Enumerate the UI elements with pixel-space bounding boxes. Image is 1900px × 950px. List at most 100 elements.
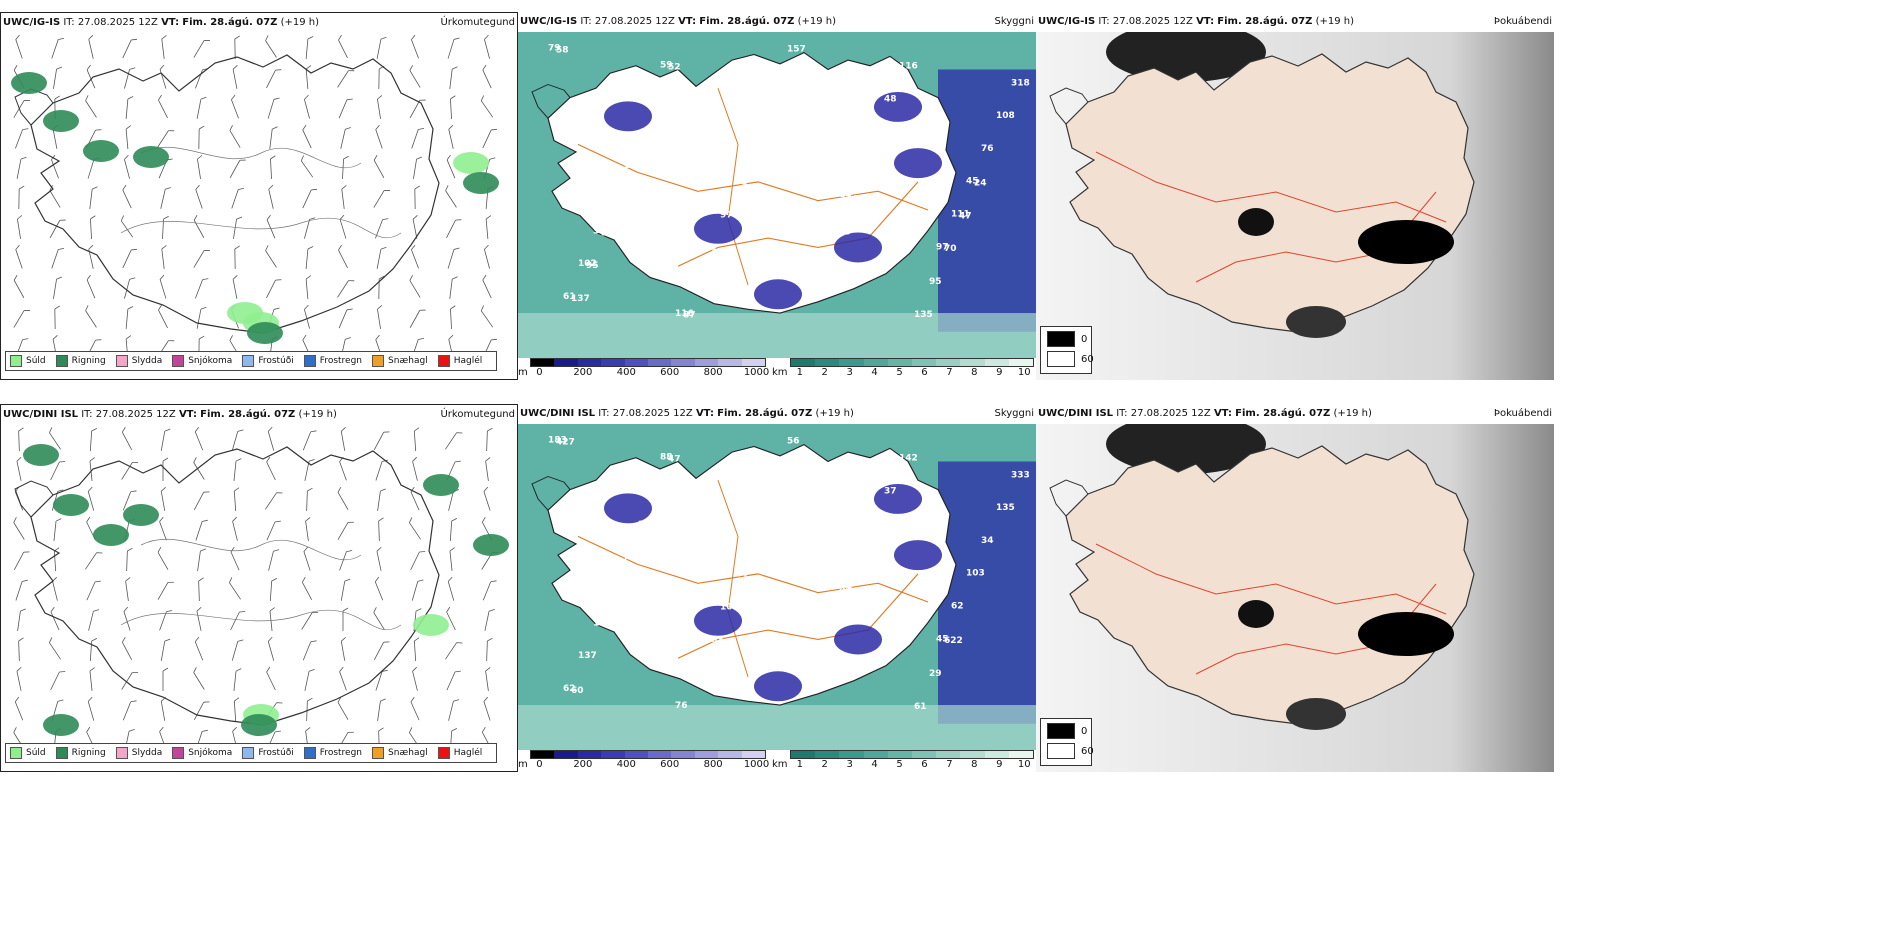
visibility-label: 119 bbox=[847, 195, 866, 205]
precip-area bbox=[227, 302, 263, 324]
road bbox=[577, 143, 929, 211]
wind-barb bbox=[304, 217, 316, 239]
wind-barb bbox=[233, 487, 240, 512]
visibility-label: 113 bbox=[832, 228, 851, 238]
road bbox=[577, 535, 929, 603]
colorbar-strip bbox=[530, 358, 766, 367]
wind-barb bbox=[122, 38, 138, 59]
visibility-label: 64 bbox=[839, 585, 852, 595]
height-colorbar: m 0 200 400 600 800 1000 bbox=[518, 750, 769, 772]
wind-barb bbox=[51, 37, 65, 59]
legend-swatch bbox=[10, 355, 22, 367]
colorbar-tick: 800 bbox=[703, 759, 723, 770]
visibility-map: 183 108 95 64 45 62 88 90 81 62 137 76 134 89 103 102 47… bbox=[518, 424, 1036, 750]
legend-swatch bbox=[115, 747, 128, 759]
wind-barb bbox=[485, 215, 492, 239]
colorbar-step bbox=[791, 751, 816, 758]
fog-patch bbox=[834, 232, 882, 263]
wind-barb bbox=[158, 304, 168, 329]
visibility-label: 137 bbox=[571, 294, 590, 304]
wind-barb bbox=[230, 611, 246, 631]
legend-swatch bbox=[437, 355, 450, 367]
colorbar-tick: 600 bbox=[660, 759, 680, 770]
wind-barb bbox=[13, 275, 25, 298]
legend-label: Frostúði bbox=[258, 356, 294, 366]
visibility-label: 95 bbox=[586, 261, 599, 271]
wind-barb bbox=[231, 94, 239, 119]
colorbar-tick: 3 bbox=[846, 367, 853, 378]
visibility-label: 97 bbox=[936, 243, 949, 253]
fog-patch bbox=[694, 605, 742, 636]
fog-patch bbox=[894, 148, 942, 179]
wind-barb bbox=[409, 275, 421, 298]
visibility-label: 47 bbox=[668, 455, 681, 465]
wind-barb bbox=[234, 245, 240, 270]
wind-barb bbox=[445, 432, 463, 450]
wind-barb bbox=[337, 280, 355, 298]
visibility-panel-top: UWC/IG-IS IT: 27.08.2025 12Z VT: Fim. 28… bbox=[518, 12, 1036, 380]
wind-barb bbox=[305, 36, 314, 59]
visibility-map: 79 78 97 95 97 61 59 54 69 111 102 116 97 244 45 38 30 15… bbox=[518, 32, 1036, 358]
sea-high-visibility bbox=[518, 313, 1036, 358]
wind-barb bbox=[194, 426, 204, 451]
visibility-label: 110 bbox=[698, 278, 717, 288]
visibility-label: 88 bbox=[660, 453, 673, 463]
fog-legend-swatch bbox=[1047, 351, 1075, 367]
visibility-label: 50 bbox=[601, 229, 614, 239]
wind-barb bbox=[18, 637, 24, 662]
wind-barb bbox=[16, 456, 22, 481]
colorbar-step bbox=[1008, 359, 1034, 366]
wind-barb bbox=[486, 427, 493, 452]
colorbar-ticks: 0 200 400 600 800 1000 bbox=[530, 367, 769, 379]
wind-barb bbox=[122, 184, 132, 209]
wind-barb bbox=[409, 517, 421, 540]
wind-barb bbox=[18, 427, 24, 452]
init-time: 27.08.2025 12Z bbox=[77, 17, 158, 28]
legend-item: Súld bbox=[10, 747, 46, 759]
westfjords-coastline bbox=[14, 480, 54, 518]
colorbar-step bbox=[694, 359, 719, 366]
colorbar-tick: 8 bbox=[971, 367, 978, 378]
wind-barb bbox=[305, 65, 312, 89]
visibility-label: 142 bbox=[899, 454, 918, 464]
panel-title: Skyggni bbox=[994, 408, 1034, 419]
wind-barb bbox=[306, 487, 313, 512]
panel-header: UWC/DINI ISL IT: 27.08.2025 12Z VT: Fim.… bbox=[1036, 404, 1554, 424]
wind-barb bbox=[17, 215, 23, 239]
precip-area bbox=[123, 504, 159, 526]
visibility-label: 58 bbox=[556, 46, 569, 56]
colorbar-step bbox=[815, 359, 840, 366]
wind-barb bbox=[54, 305, 60, 330]
colorbar-ticks: 0 200 400 600 800 1000 bbox=[530, 759, 769, 771]
legend-item: Haglél bbox=[437, 747, 483, 759]
wind-barb bbox=[229, 577, 241, 600]
wind-barb bbox=[16, 156, 27, 179]
visibility-label: 24 bbox=[974, 179, 987, 189]
wind-barb bbox=[196, 306, 207, 329]
wind-barb bbox=[121, 462, 139, 480]
fog-legend-item: 60 bbox=[1047, 351, 1094, 367]
wind-barb bbox=[377, 305, 383, 329]
wind-barb bbox=[375, 669, 388, 691]
fog-legend-item: 0 bbox=[1047, 723, 1087, 739]
precip-area bbox=[83, 140, 119, 162]
wind-barb bbox=[193, 701, 210, 721]
wind-barb bbox=[121, 636, 133, 661]
legend-item: Frostregn bbox=[303, 355, 362, 367]
wind-barb bbox=[485, 457, 491, 481]
colorbar-step bbox=[791, 359, 816, 366]
wind-barb bbox=[340, 637, 346, 661]
terrain-contour bbox=[120, 217, 402, 239]
wind-barb bbox=[85, 552, 103, 570]
legend-label: Haglél bbox=[453, 748, 483, 758]
visibility-label: 120 bbox=[608, 194, 627, 204]
legend-swatch bbox=[172, 747, 185, 759]
wind-barb bbox=[449, 518, 458, 542]
terrain-contour bbox=[140, 146, 362, 169]
wind-barb bbox=[266, 520, 281, 541]
visibility-label: 90 bbox=[757, 502, 770, 512]
fog-patch bbox=[754, 279, 802, 310]
wind-barb bbox=[233, 697, 240, 722]
fog-legend-item: 60 bbox=[1047, 743, 1094, 759]
wind-barb bbox=[446, 154, 456, 179]
